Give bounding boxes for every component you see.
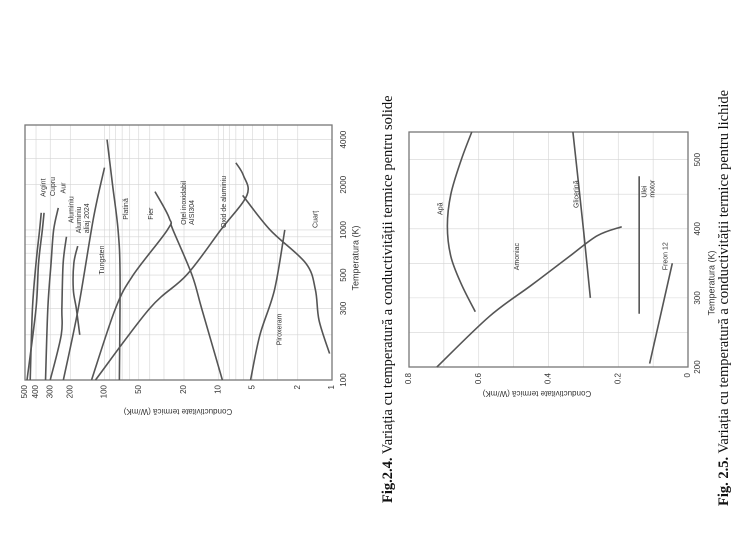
series-label-line: Cuarț bbox=[312, 211, 319, 228]
series-label: Freon 12 bbox=[662, 242, 669, 270]
x-tick-label: 300 bbox=[693, 291, 702, 305]
y-tick-label: 400 bbox=[31, 384, 40, 398]
series-label-line: Piroxeram bbox=[276, 313, 283, 345]
y-tick-label: 200 bbox=[65, 384, 74, 398]
y-tick-label: 0.2 bbox=[613, 372, 622, 384]
figure-caption-2-4: Fig.2.4. Variația cu temperatură a condu… bbox=[380, 95, 397, 503]
caption-number: Fig. 2.5. bbox=[716, 456, 732, 506]
series-line-freon-12 bbox=[648, 263, 674, 364]
y-tick-label: 0.8 bbox=[404, 372, 413, 384]
series-label: Tungsten bbox=[99, 245, 106, 274]
caption-text: Variația cu temperatură a conductivități… bbox=[380, 95, 396, 455]
series-label-line: Argint bbox=[40, 179, 47, 197]
y-tick-label: 500 bbox=[20, 384, 29, 398]
y-axis-title: Conductivitate termică (W/mK) bbox=[123, 407, 232, 416]
y-tick-label: 0.4 bbox=[544, 372, 553, 384]
series-label-line: Freon 12 bbox=[662, 242, 669, 270]
series-line-argint bbox=[29, 212, 43, 381]
series-label: Cupru bbox=[50, 177, 57, 196]
series-label: Oxid de aluminiu bbox=[221, 176, 228, 228]
plot-frame bbox=[408, 131, 689, 368]
series-label: Aluminiualiaj 2024 bbox=[76, 203, 91, 233]
caption-number: Fig.2.4. bbox=[380, 457, 396, 503]
y-tick-label: 1 bbox=[327, 384, 336, 389]
series-label: Oțel inoxidabilAISI304 bbox=[181, 180, 196, 224]
series-label: Fier bbox=[148, 207, 155, 220]
series-label-line: Glicerină bbox=[573, 180, 580, 208]
series-line-platină bbox=[106, 139, 121, 381]
series-label-line: Fier bbox=[148, 207, 155, 220]
series-label-line: Oxid de aluminiu bbox=[221, 176, 228, 228]
y-tick-label: 0.6 bbox=[474, 372, 483, 384]
series-label: Glicerină bbox=[573, 180, 580, 208]
x-tick-label: 500 bbox=[693, 152, 702, 166]
series-label-line: Aur bbox=[60, 182, 67, 194]
series-label: Aluminiu bbox=[68, 196, 75, 223]
x-tick-label: 2000 bbox=[339, 175, 348, 193]
series-label: Uleimotor bbox=[641, 179, 656, 198]
x-axis-title: Temperatura (K) bbox=[350, 225, 360, 290]
x-tick-label: 4000 bbox=[339, 130, 348, 148]
plot-frame bbox=[24, 124, 333, 381]
y-tick-label: 100 bbox=[100, 384, 109, 398]
x-tick-label: 200 bbox=[693, 360, 702, 374]
series-line-aluminiu bbox=[49, 236, 68, 381]
series-label: Apă bbox=[437, 202, 444, 215]
chart-2: 200 300 400 500 0 0.2 0.4 0.6 0.8 Temperatura (K)… bbox=[404, 131, 716, 398]
y-axis-title: Conductivitate termică (W/mK) bbox=[482, 389, 591, 398]
series-label: Amoniac bbox=[514, 243, 521, 271]
series-line-cuarț bbox=[242, 194, 331, 354]
series-line-glicerină bbox=[572, 131, 592, 298]
series-line-piroxeram bbox=[249, 229, 286, 381]
x-tick-label: 300 bbox=[339, 301, 348, 315]
series-label-line: Cupru bbox=[50, 177, 57, 196]
x-tick-label: 100 bbox=[339, 373, 348, 387]
series-label-line: motor bbox=[649, 179, 656, 198]
y-tick-label: 2 bbox=[293, 384, 302, 389]
y-tick-label: 20 bbox=[179, 384, 188, 393]
y-tick-label: 10 bbox=[213, 384, 222, 393]
y-tick-label: 5 bbox=[248, 384, 257, 389]
x-tick-label: 400 bbox=[693, 222, 702, 236]
x-axis-title: Temperatura (K) bbox=[706, 250, 716, 315]
series-line-oxid-de-aluminiu bbox=[94, 162, 250, 381]
series-label-line: aliaj 2024 bbox=[84, 203, 91, 233]
x-tick-label: 500 bbox=[339, 268, 348, 282]
series-label: Argint bbox=[40, 179, 47, 197]
series-label-line: Apă bbox=[437, 202, 444, 215]
series-label-line: Tungsten bbox=[99, 245, 106, 274]
series-label: Cuarț bbox=[312, 211, 319, 228]
series-line-tungsten bbox=[62, 167, 106, 381]
series-line-aur bbox=[44, 207, 60, 381]
y-tick-label: 300 bbox=[45, 384, 54, 398]
series-line-amoniac bbox=[436, 225, 623, 368]
series-label: Aur bbox=[60, 182, 67, 194]
series-label: Piroxeram bbox=[276, 313, 283, 345]
series-label-line: Aluminiu bbox=[68, 196, 75, 223]
series-label-line: Amoniac bbox=[514, 243, 521, 271]
series-label-line: Platină bbox=[123, 198, 130, 220]
series-label-line: Oțel inoxidabil bbox=[181, 180, 188, 224]
series-line-fier bbox=[90, 191, 173, 381]
figure-caption-2-5: Fig. 2.5. Variația cu temperatură a cond… bbox=[716, 90, 733, 506]
series-line-oțel-inoxidabil bbox=[170, 223, 224, 381]
y-tick-label: 50 bbox=[134, 384, 143, 393]
x-tick-label: 1000 bbox=[339, 220, 348, 238]
series-label-line: AISI304 bbox=[189, 200, 196, 225]
series-line-apă bbox=[446, 131, 476, 313]
series-label-line: Aluminiu bbox=[76, 206, 83, 233]
caption-text: Variația cu temperatură a conductivități… bbox=[716, 89, 732, 454]
series-label: Platină bbox=[123, 198, 130, 220]
y-tick-label: 0 bbox=[683, 372, 692, 377]
series-label-line: Ulei bbox=[641, 185, 648, 198]
series-line-cupru bbox=[26, 212, 45, 381]
